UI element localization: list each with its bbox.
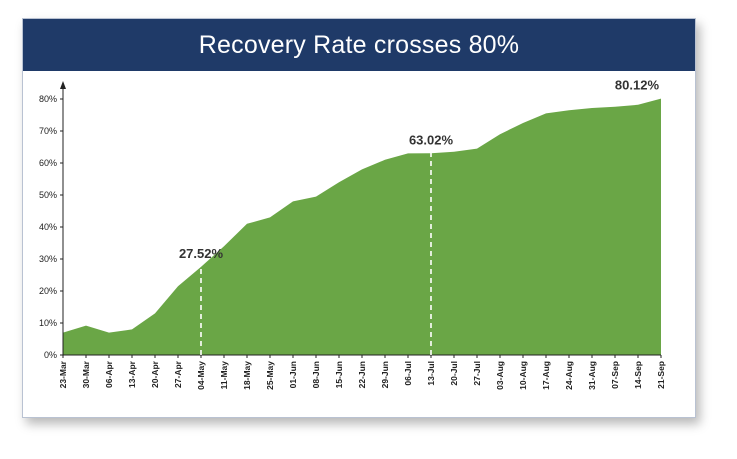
annotation-label: 27.52% <box>179 246 224 261</box>
y-axis-arrow <box>60 81 66 89</box>
x-tick-label: 17-Aug <box>541 361 551 390</box>
chart-title: Recovery Rate crosses 80% <box>198 30 520 59</box>
y-tick-label: 0% <box>44 350 57 360</box>
x-tick-label: 21-Sep <box>656 361 666 389</box>
x-tick-label: 10-Aug <box>518 361 528 390</box>
x-tick-label: 24-Aug <box>564 361 574 390</box>
x-tick-label: 13-Jul <box>426 361 436 386</box>
x-tick-label: 04-May <box>196 361 206 390</box>
x-tick-label: 15-Jun <box>334 361 344 388</box>
recovery-area <box>63 98 661 355</box>
y-tick-label: 60% <box>39 158 57 168</box>
x-tick-label: 14-Sep <box>633 361 643 389</box>
x-tick-label: 22-Jun <box>357 361 367 388</box>
x-tick-label: 11-May <box>219 361 229 390</box>
x-tick-label: 08-Jun <box>311 361 321 388</box>
recovery-rate-chart: 0% 10% 20% 30% 40% 50% 60% 70% 80% 23-Mar 30-Mar 06… <box>39 78 666 390</box>
x-tick-label: 31-Aug <box>587 361 597 390</box>
y-tick-label: 20% <box>39 286 57 296</box>
x-tick-label: 13-Apr <box>127 360 137 388</box>
x-tick-label: 30-Mar <box>81 360 91 388</box>
x-tick-label: 25-May <box>265 361 275 390</box>
x-tick-label: 07-Sep <box>610 361 620 389</box>
chart-card: Recovery Rate crosses 80% 0% 10% 20% 30% 40%… <box>22 18 696 418</box>
x-tick-label: 29-Jun <box>380 361 390 388</box>
x-tick-label: 01-Jun <box>288 361 298 388</box>
x-tick-label: 20-Apr <box>150 360 160 388</box>
x-tick-label: 06-Apr <box>104 360 114 388</box>
y-tick-label: 40% <box>39 222 57 232</box>
y-tick-label: 10% <box>39 318 57 328</box>
y-tick-label: 30% <box>39 254 57 264</box>
x-tick-label: 20-Jul <box>449 361 459 386</box>
y-tick-label: 70% <box>39 126 57 136</box>
x-tick-label: 23-Mar <box>58 360 68 388</box>
x-tick-label: 18-May <box>242 361 252 390</box>
y-tick-label: 80% <box>39 94 57 104</box>
x-tick-label: 27-Apr <box>173 360 183 388</box>
x-tick-label: 27-Jul <box>472 361 482 386</box>
x-tick-label: 06-Jul <box>403 361 413 386</box>
y-tick-label: 50% <box>39 190 57 200</box>
annotation-label: 63.02% <box>409 132 454 147</box>
x-tick-label: 03-Aug <box>495 361 505 390</box>
title-banner: Recovery Rate crosses 80% <box>23 19 695 71</box>
annotation-label: 80.12% <box>615 78 660 93</box>
